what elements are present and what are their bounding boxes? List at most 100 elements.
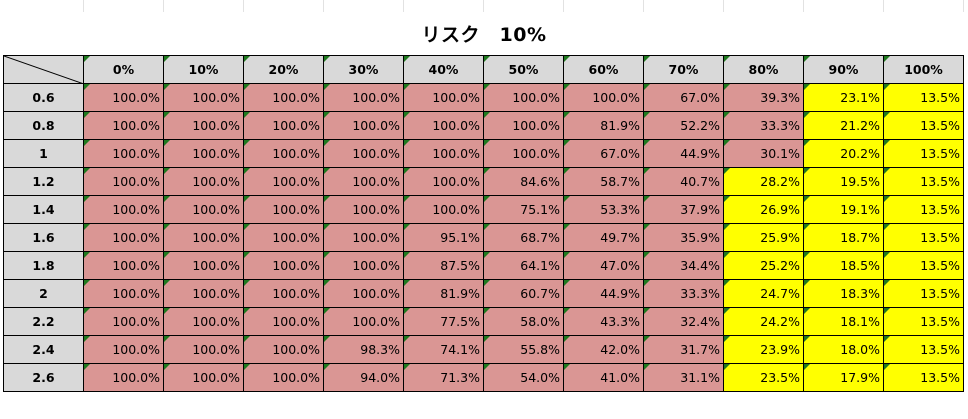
- column-header[interactable]: 70%: [643, 55, 724, 84]
- table-cell[interactable]: 60.7%: [483, 279, 564, 308]
- table-cell[interactable]: 44.9%: [563, 279, 644, 308]
- table-cell[interactable]: 87.5%: [403, 251, 484, 280]
- table-cell[interactable]: 100.0%: [403, 139, 484, 168]
- table-cell[interactable]: 100.0%: [243, 167, 324, 196]
- table-cell[interactable]: 43.3%: [563, 307, 644, 336]
- column-header[interactable]: 60%: [563, 55, 644, 84]
- table-cell[interactable]: 100.0%: [163, 307, 244, 336]
- row-header[interactable]: 1.8: [3, 251, 84, 280]
- table-cell[interactable]: 100.0%: [243, 223, 324, 252]
- table-cell[interactable]: 18.0%: [803, 335, 884, 364]
- table-cell[interactable]: 100.0%: [163, 223, 244, 252]
- table-cell[interactable]: 13.5%: [883, 335, 964, 364]
- table-cell[interactable]: 25.2%: [723, 251, 804, 280]
- table-cell[interactable]: 100.0%: [83, 363, 164, 392]
- row-header[interactable]: 1.4: [3, 195, 84, 224]
- table-cell[interactable]: 77.5%: [403, 307, 484, 336]
- column-header[interactable]: 30%: [323, 55, 404, 84]
- table-cell[interactable]: 100.0%: [83, 279, 164, 308]
- table-cell[interactable]: 20.2%: [803, 139, 884, 168]
- table-cell[interactable]: 94.0%: [323, 363, 404, 392]
- table-cell[interactable]: 26.9%: [723, 195, 804, 224]
- table-cell[interactable]: 100.0%: [163, 139, 244, 168]
- table-cell[interactable]: 100.0%: [323, 139, 404, 168]
- table-cell[interactable]: 100.0%: [323, 251, 404, 280]
- table-cell[interactable]: 13.5%: [883, 111, 964, 140]
- table-cell[interactable]: 100.0%: [243, 195, 324, 224]
- table-cell[interactable]: 42.0%: [563, 335, 644, 364]
- table-cell[interactable]: 24.7%: [723, 279, 804, 308]
- table-cell[interactable]: 35.9%: [643, 223, 724, 252]
- table-cell[interactable]: 67.0%: [563, 139, 644, 168]
- table-cell[interactable]: 100.0%: [83, 195, 164, 224]
- table-cell[interactable]: 75.1%: [483, 195, 564, 224]
- table-cell[interactable]: 31.1%: [643, 363, 724, 392]
- column-header[interactable]: 40%: [403, 55, 484, 84]
- table-cell[interactable]: 100.0%: [163, 335, 244, 364]
- table-cell[interactable]: 100.0%: [163, 83, 244, 112]
- table-cell[interactable]: 58.0%: [483, 307, 564, 336]
- table-cell[interactable]: 13.5%: [883, 83, 964, 112]
- table-cell[interactable]: 100.0%: [163, 111, 244, 140]
- table-cell[interactable]: 100.0%: [83, 167, 164, 196]
- table-cell[interactable]: 41.0%: [563, 363, 644, 392]
- table-cell[interactable]: 100.0%: [243, 335, 324, 364]
- table-cell[interactable]: 47.0%: [563, 251, 644, 280]
- table-cell[interactable]: 100.0%: [403, 167, 484, 196]
- table-cell[interactable]: 54.0%: [483, 363, 564, 392]
- table-cell[interactable]: 100.0%: [163, 251, 244, 280]
- table-cell[interactable]: 100.0%: [163, 279, 244, 308]
- table-cell[interactable]: 100.0%: [483, 139, 564, 168]
- table-cell[interactable]: 13.5%: [883, 363, 964, 392]
- table-cell[interactable]: 100.0%: [243, 251, 324, 280]
- row-header[interactable]: 1: [3, 139, 84, 168]
- table-cell[interactable]: 17.9%: [803, 363, 884, 392]
- table-cell[interactable]: 19.1%: [803, 195, 884, 224]
- table-cell[interactable]: 24.2%: [723, 307, 804, 336]
- table-cell[interactable]: 95.1%: [403, 223, 484, 252]
- table-cell[interactable]: 13.5%: [883, 307, 964, 336]
- table-cell[interactable]: 100.0%: [243, 307, 324, 336]
- table-cell[interactable]: 31.7%: [643, 335, 724, 364]
- table-cell[interactable]: 18.7%: [803, 223, 884, 252]
- column-header[interactable]: 80%: [723, 55, 804, 84]
- table-cell[interactable]: 100.0%: [323, 111, 404, 140]
- table-cell[interactable]: 100.0%: [323, 279, 404, 308]
- table-cell[interactable]: 100.0%: [83, 335, 164, 364]
- row-header[interactable]: 2: [3, 279, 84, 308]
- table-cell[interactable]: 32.4%: [643, 307, 724, 336]
- table-cell[interactable]: 33.3%: [723, 111, 804, 140]
- corner-cell[interactable]: [3, 55, 84, 84]
- table-cell[interactable]: 39.3%: [723, 83, 804, 112]
- table-cell[interactable]: 100.0%: [243, 363, 324, 392]
- table-cell[interactable]: 100.0%: [403, 195, 484, 224]
- table-cell[interactable]: 100.0%: [323, 167, 404, 196]
- table-cell[interactable]: 67.0%: [643, 83, 724, 112]
- table-cell[interactable]: 18.5%: [803, 251, 884, 280]
- table-cell[interactable]: 58.7%: [563, 167, 644, 196]
- table-cell[interactable]: 74.1%: [403, 335, 484, 364]
- table-cell[interactable]: 19.5%: [803, 167, 884, 196]
- table-cell[interactable]: 81.9%: [563, 111, 644, 140]
- table-cell[interactable]: 100.0%: [403, 83, 484, 112]
- row-header[interactable]: 0.6: [3, 83, 84, 112]
- table-cell[interactable]: 71.3%: [403, 363, 484, 392]
- table-cell[interactable]: 55.8%: [483, 335, 564, 364]
- column-header[interactable]: 90%: [803, 55, 884, 84]
- table-cell[interactable]: 100.0%: [243, 139, 324, 168]
- table-cell[interactable]: 18.3%: [803, 279, 884, 308]
- row-header[interactable]: 2.2: [3, 307, 84, 336]
- table-cell[interactable]: 100.0%: [163, 195, 244, 224]
- table-cell[interactable]: 84.6%: [483, 167, 564, 196]
- table-cell[interactable]: 100.0%: [243, 83, 324, 112]
- column-header[interactable]: 10%: [163, 55, 244, 84]
- row-header[interactable]: 2.4: [3, 335, 84, 364]
- table-cell[interactable]: 100.0%: [403, 111, 484, 140]
- table-cell[interactable]: 100.0%: [483, 83, 564, 112]
- table-cell[interactable]: 100.0%: [163, 363, 244, 392]
- table-cell[interactable]: 100.0%: [323, 83, 404, 112]
- table-cell[interactable]: 100.0%: [323, 307, 404, 336]
- table-cell[interactable]: 37.9%: [643, 195, 724, 224]
- table-cell[interactable]: 30.1%: [723, 139, 804, 168]
- table-cell[interactable]: 25.9%: [723, 223, 804, 252]
